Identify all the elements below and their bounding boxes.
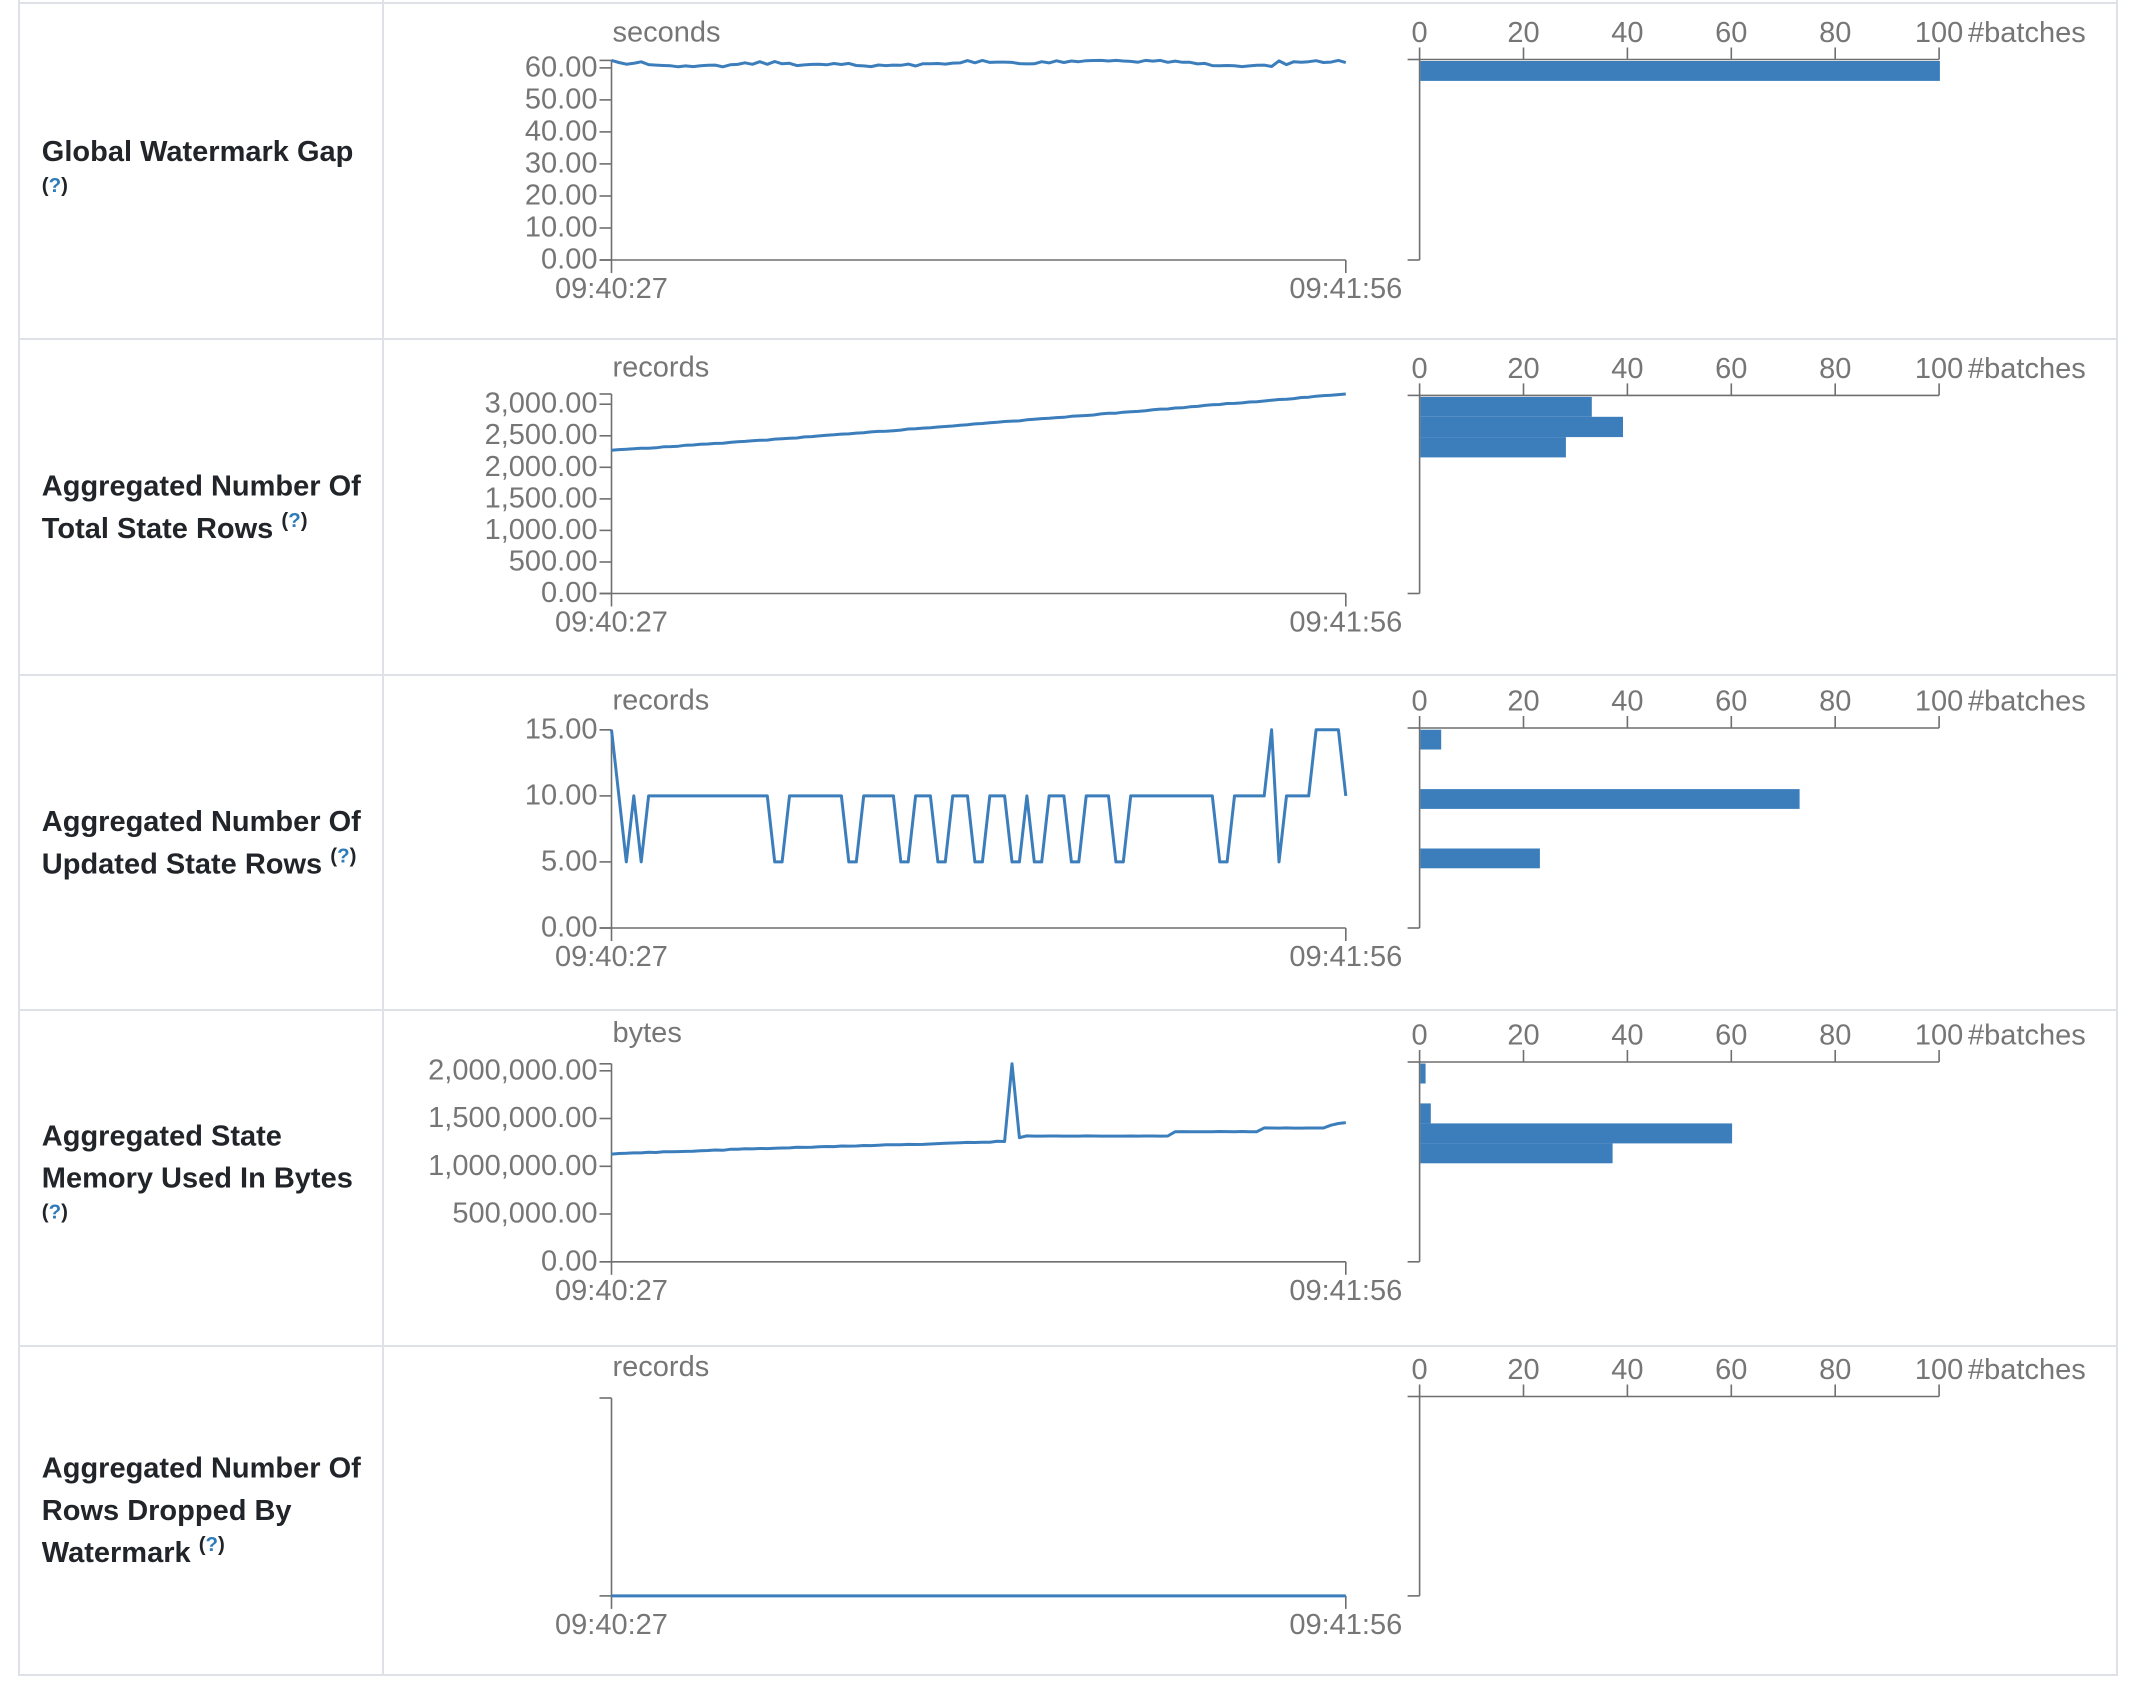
svg-text:0: 0: [1412, 686, 1428, 718]
svg-text:0.00: 0.00: [541, 1245, 597, 1277]
svg-text:60: 60: [1715, 1020, 1747, 1052]
svg-text:09:40:27: 09:40:27: [555, 941, 668, 973]
svg-text:1,000,000.00: 1,000,000.00: [428, 1150, 597, 1182]
svg-text:20: 20: [1507, 353, 1539, 385]
svg-text:40: 40: [1611, 686, 1643, 718]
svg-text:records: records: [613, 685, 710, 717]
svg-text:09:40:27: 09:40:27: [555, 607, 668, 639]
svg-text:60: 60: [1715, 686, 1747, 718]
svg-text:500.00: 500.00: [509, 546, 598, 578]
svg-text:(?): (?): [42, 1201, 68, 1224]
svg-text:60: 60: [1715, 353, 1747, 385]
svg-text:0.00: 0.00: [541, 577, 597, 609]
svg-text:records: records: [613, 1351, 710, 1383]
svg-text:30.00: 30.00: [525, 147, 598, 179]
svg-text:40: 40: [1611, 17, 1643, 49]
svg-text:0.00: 0.00: [541, 244, 597, 276]
svg-text:1,500.00: 1,500.00: [485, 482, 598, 514]
svg-text:Aggregated Number Of: Aggregated Number Of: [42, 1453, 361, 1485]
svg-text:3,000.00: 3,000.00: [485, 388, 598, 420]
svg-text:09:41:56: 09:41:56: [1289, 1609, 1402, 1641]
svg-text:Watermark (?): Watermark (?): [42, 1533, 225, 1569]
svg-text:09:41:56: 09:41:56: [1289, 273, 1402, 305]
svg-text:60: 60: [1715, 17, 1747, 49]
svg-text:20: 20: [1507, 686, 1539, 718]
svg-text:#batches: #batches: [1968, 353, 2086, 385]
svg-text:20.00: 20.00: [525, 180, 598, 212]
svg-text:60.00: 60.00: [525, 51, 598, 83]
svg-text:Total State Rows (?): Total State Rows (?): [42, 509, 308, 545]
svg-text:#batches: #batches: [1968, 686, 2086, 718]
svg-text:80: 80: [1819, 353, 1851, 385]
svg-text:0: 0: [1412, 17, 1428, 49]
svg-text:100: 100: [1915, 353, 1963, 385]
svg-text:09:41:56: 09:41:56: [1289, 607, 1402, 639]
svg-text:500,000.00: 500,000.00: [452, 1198, 597, 1230]
svg-text:09:40:27: 09:40:27: [555, 273, 668, 305]
svg-text:80: 80: [1819, 1020, 1851, 1052]
svg-text:(?): (?): [42, 174, 68, 197]
svg-text:bytes: bytes: [613, 1017, 682, 1049]
svg-text:Updated State Rows (?): Updated State Rows (?): [42, 844, 357, 880]
svg-text:0: 0: [1412, 1020, 1428, 1052]
svg-text:09:41:56: 09:41:56: [1289, 941, 1402, 973]
svg-text:40: 40: [1611, 353, 1643, 385]
svg-text:0: 0: [1412, 353, 1428, 385]
svg-text:2,000,000.00: 2,000,000.00: [428, 1054, 597, 1086]
svg-text:2,500.00: 2,500.00: [485, 419, 598, 451]
svg-text:Aggregated Number Of: Aggregated Number Of: [42, 806, 361, 838]
svg-text:10.00: 10.00: [525, 779, 598, 811]
svg-text:seconds: seconds: [613, 17, 721, 49]
svg-text:60: 60: [1715, 1354, 1747, 1386]
svg-text:5.00: 5.00: [541, 845, 597, 877]
svg-text:20: 20: [1507, 1354, 1539, 1386]
svg-text:09:40:27: 09:40:27: [555, 1275, 668, 1307]
svg-text:100: 100: [1915, 1354, 1963, 1386]
svg-text:Global Watermark Gap: Global Watermark Gap: [42, 136, 354, 168]
svg-text:Memory Used In Bytes: Memory Used In Bytes: [42, 1163, 353, 1195]
svg-text:#batches: #batches: [1968, 1354, 2086, 1386]
svg-text:80: 80: [1819, 686, 1851, 718]
svg-text:40: 40: [1611, 1354, 1643, 1386]
svg-text:0.00: 0.00: [541, 912, 597, 944]
svg-text:80: 80: [1819, 1354, 1851, 1386]
svg-text:2,000.00: 2,000.00: [485, 451, 598, 483]
svg-text:#batches: #batches: [1968, 1020, 2086, 1052]
svg-text:10.00: 10.00: [525, 212, 598, 244]
svg-text:1,000.00: 1,000.00: [485, 514, 598, 546]
svg-text:#batches: #batches: [1968, 17, 2086, 49]
svg-text:09:41:56: 09:41:56: [1289, 1275, 1402, 1307]
svg-text:Aggregated Number Of: Aggregated Number Of: [42, 471, 361, 503]
svg-text:100: 100: [1915, 686, 1963, 718]
svg-text:1,500,000.00: 1,500,000.00: [428, 1102, 597, 1134]
svg-text:Rows Dropped By: Rows Dropped By: [42, 1495, 292, 1527]
svg-text:records: records: [613, 351, 710, 383]
svg-text:15.00: 15.00: [525, 713, 598, 745]
svg-text:100: 100: [1915, 17, 1963, 49]
svg-text:0: 0: [1412, 1354, 1428, 1386]
svg-text:50.00: 50.00: [525, 83, 598, 115]
svg-text:20: 20: [1507, 17, 1539, 49]
svg-text:100: 100: [1915, 1020, 1963, 1052]
svg-text:20: 20: [1507, 1020, 1539, 1052]
svg-text:40: 40: [1611, 1020, 1643, 1052]
svg-text:Aggregated State: Aggregated State: [42, 1120, 282, 1152]
svg-text:09:40:27: 09:40:27: [555, 1609, 668, 1641]
svg-text:80: 80: [1819, 17, 1851, 49]
svg-text:40.00: 40.00: [525, 115, 598, 147]
